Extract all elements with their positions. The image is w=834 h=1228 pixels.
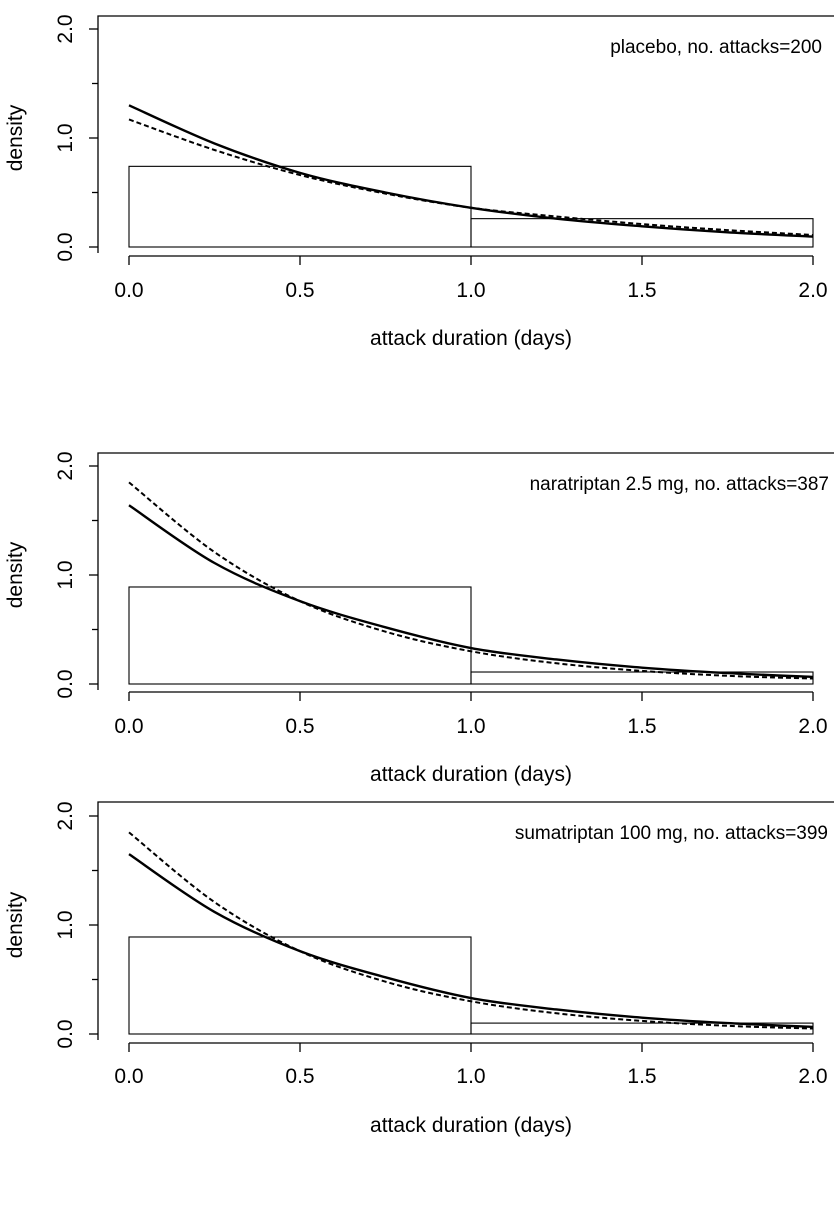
panel-annotation: naratriptan 2.5 mg, no. attacks=387 (530, 474, 829, 495)
panel-annotation: placebo, no. attacks=200 (610, 37, 822, 58)
panel-annotation: sumatriptan 100 mg, no. attacks=399 (515, 823, 828, 844)
plot-frame (97, 452, 834, 690)
panel-2: 0.0 0.5 1.0 1.5 2.0 0.0 1.0 2.0 naratriptan 2.5 … (4, 451, 834, 786)
x-tick-label: 0.0 (114, 279, 143, 302)
x-axis-label: attack duration (days) (370, 763, 572, 786)
x-tick-label: 1.5 (627, 715, 656, 738)
y-axis-label: density (4, 104, 27, 171)
y-tick-label: 2.0 (54, 14, 77, 43)
x-tick-label: 1.5 (627, 1065, 656, 1088)
x-tick-label: 1.0 (456, 279, 485, 302)
plot-frame (97, 801, 834, 1040)
dashed-density-curve (128, 481, 814, 680)
x-axis-label: attack duration (days) (370, 327, 572, 350)
x-tick-label: 0.0 (114, 1065, 143, 1088)
x-tick-label: 1.0 (456, 1065, 485, 1088)
x-tick-label: 0.0 (114, 715, 143, 738)
y-axis-label: density (4, 541, 27, 608)
y-tick-label: 1.0 (54, 123, 77, 152)
y-tick-label: 0.0 (54, 1019, 77, 1048)
y-tick-label: 1.0 (54, 910, 77, 939)
y-tick-label: 2.0 (54, 451, 77, 480)
x-axis-label: attack duration (days) (370, 1114, 572, 1137)
histogram-bar (470, 218, 814, 248)
y-tick-label: 0.0 (54, 669, 77, 698)
plot-frame (97, 15, 834, 253)
y-axis-label: density (4, 891, 27, 958)
histogram-bar (128, 936, 472, 1035)
histogram-bar (128, 165, 472, 248)
y-tick-label: 1.0 (54, 560, 77, 589)
x-tick-label: 2.0 (798, 279, 827, 302)
y-tick-label: 2.0 (54, 801, 77, 830)
panel-3: 0.0 0.5 1.0 1.5 2.0 0.0 1.0 2.0 sumatriptan 100 … (4, 801, 834, 1137)
x-tick-label: 1.0 (456, 715, 485, 738)
x-tick-label: 2.0 (798, 715, 827, 738)
x-tick-label: 0.5 (285, 715, 314, 738)
panel-1: 0.0 0.5 1.0 1.5 2.0 0.0 1.0 2.0 placebo, no. att… (4, 14, 834, 350)
histogram-bar (128, 586, 472, 685)
dashed-density-curve (128, 831, 814, 1030)
y-tick-label: 0.0 (54, 232, 77, 261)
dashed-density-curve (128, 118, 814, 237)
x-tick-label: 1.5 (627, 279, 656, 302)
x-tick-label: 2.0 (798, 1065, 827, 1088)
x-tick-label: 0.5 (285, 1065, 314, 1088)
solid-density-curve (128, 853, 814, 1029)
x-tick-label: 0.5 (285, 279, 314, 302)
solid-density-curve (128, 504, 814, 679)
